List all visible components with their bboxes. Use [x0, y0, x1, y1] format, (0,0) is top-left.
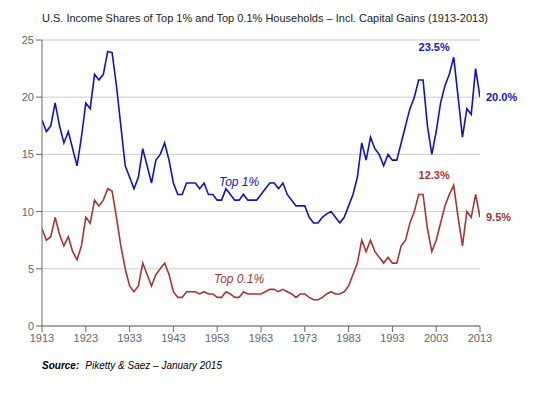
svg-text:1983: 1983: [336, 332, 360, 344]
svg-text:20.0%: 20.0%: [486, 91, 517, 103]
svg-text:2003: 2003: [424, 332, 448, 344]
svg-text:1993: 1993: [380, 332, 404, 344]
svg-text:9.5%: 9.5%: [486, 211, 511, 223]
svg-text:1943: 1943: [161, 332, 185, 344]
svg-text:1923: 1923: [74, 332, 98, 344]
svg-text:1973: 1973: [293, 332, 317, 344]
svg-text:2013: 2013: [468, 332, 492, 344]
svg-text:15: 15: [22, 148, 34, 160]
svg-text:1933: 1933: [117, 332, 141, 344]
svg-text:12.3%: 12.3%: [419, 169, 450, 181]
svg-text:10: 10: [22, 206, 34, 218]
html-text:Source:: Source:: [42, 360, 80, 371]
svg-text:5: 5: [28, 263, 34, 275]
svg-text:1913: 1913: [30, 332, 54, 344]
html-text:U.S. Income Shares of Top 1% a: U.S. Income Shares of Top 1% and Top 0.1…: [42, 12, 488, 24]
svg-text:0: 0: [28, 320, 34, 332]
svg-text:25: 25: [22, 34, 34, 46]
svg-text:Top 0.1%: Top 0.1%: [214, 272, 265, 286]
svg-text:1953: 1953: [205, 332, 229, 344]
svg-text:1963: 1963: [249, 332, 273, 344]
svg-text:20: 20: [22, 91, 34, 103]
svg-text:Top 1%: Top 1%: [219, 175, 260, 189]
html-text:Piketty & Saez – January 2015: Piketty & Saez – January 2015: [85, 360, 222, 371]
svg-text:23.5%: 23.5%: [419, 41, 450, 53]
